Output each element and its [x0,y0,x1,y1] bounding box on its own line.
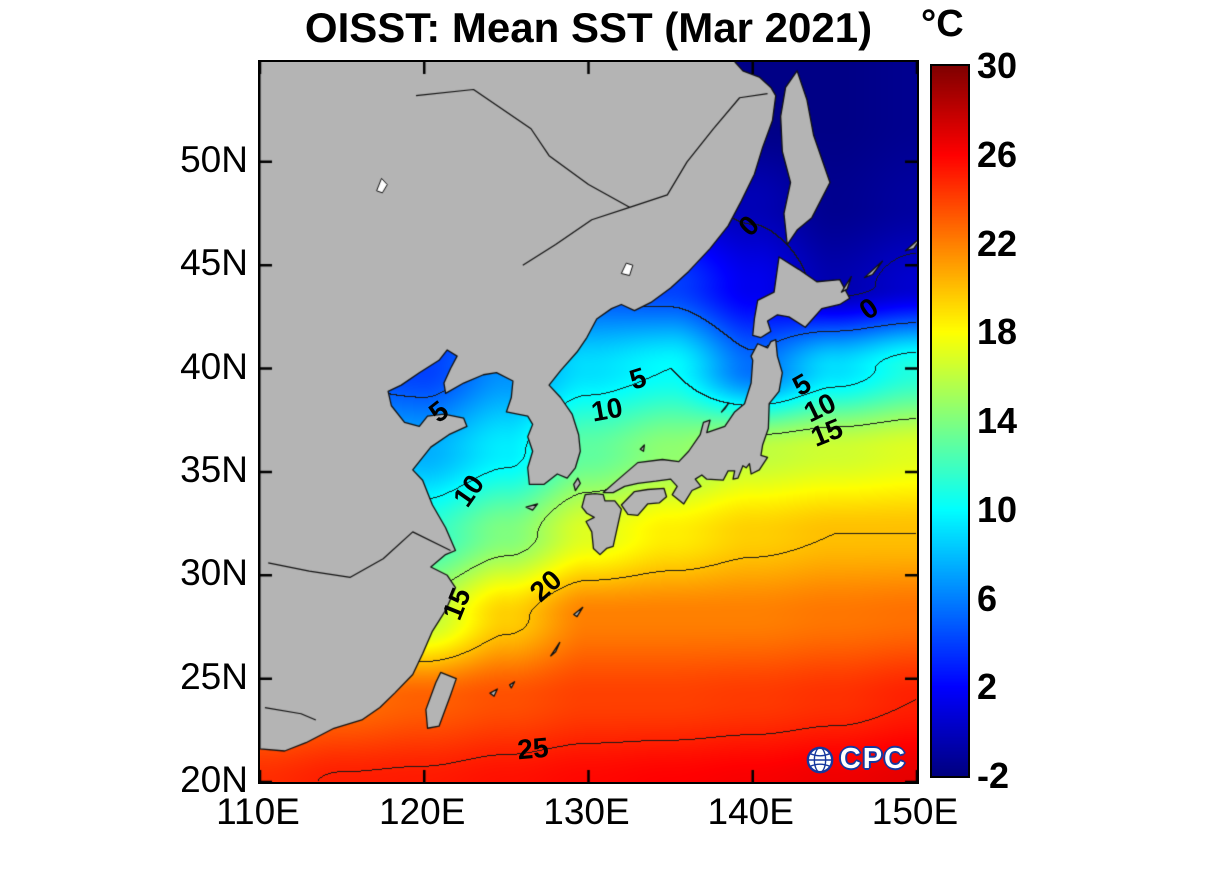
y-tick-label-30N: 30N [180,552,248,594]
contour-label-10: 10 [446,468,490,512]
y-tick-label-45N: 45N [180,242,248,284]
colorbar-tick-label-26: 26 [977,133,1018,175]
colorbar [930,64,970,778]
sst-heatmap-canvas [260,62,917,782]
x-tick-label-150E: 150E [871,791,959,832]
contour-label-25: 25 [515,731,550,766]
colorbar-tick-label-6: 6 [977,577,998,619]
contour-label-0: 0 [732,209,766,243]
colorbar-tick-label--2: -2 [977,755,1010,796]
globe-icon [806,746,834,773]
y-tick-label-50N: 50N [180,138,248,180]
x-tick-label-120E: 120E [379,791,466,832]
cpc-logo-text: CPC [839,743,907,775]
contour-label-0: 0 [853,291,885,326]
x-tick-label-140E: 140E [707,791,794,832]
colorbar-tick-label-18: 18 [977,311,1018,353]
cpc-logo: CPC [805,743,907,776]
y-tick-label-20N: 20N [180,759,248,800]
y-tick-label-25N: 25N [180,655,248,697]
x-tick-label-110E: 110E [216,791,300,832]
contour-label-10: 10 [588,391,625,428]
contour-label-20: 20 [523,563,568,608]
contour-labels-layer: 25 20 15 10 5 10 5 15 10 5 0 0 [260,62,917,782]
colorbar-tick-label-10: 10 [977,488,1018,530]
contour-label-5: 5 [423,394,455,429]
x-tick-label-130E: 130E [543,791,630,832]
colorbar-tick-label-22: 22 [977,222,1018,264]
y-tick-label-40N: 40N [180,345,248,387]
contour-label-15: 15 [436,583,477,625]
map-plot-area: 25 20 15 10 5 10 5 15 10 5 0 0 CPC [258,60,919,784]
y-tick-label-35N: 35N [180,448,248,490]
contour-label-5: 5 [625,361,650,396]
colorbar-units-label: °C [921,3,964,45]
chart-title: OISST: Mean SST (Mar 2021) [304,4,873,51]
colorbar-tick-label-30: 30 [977,45,1018,86]
colorbar-tick-label-2: 2 [977,666,998,708]
colorbar-tick-label-14: 14 [977,400,1018,441]
